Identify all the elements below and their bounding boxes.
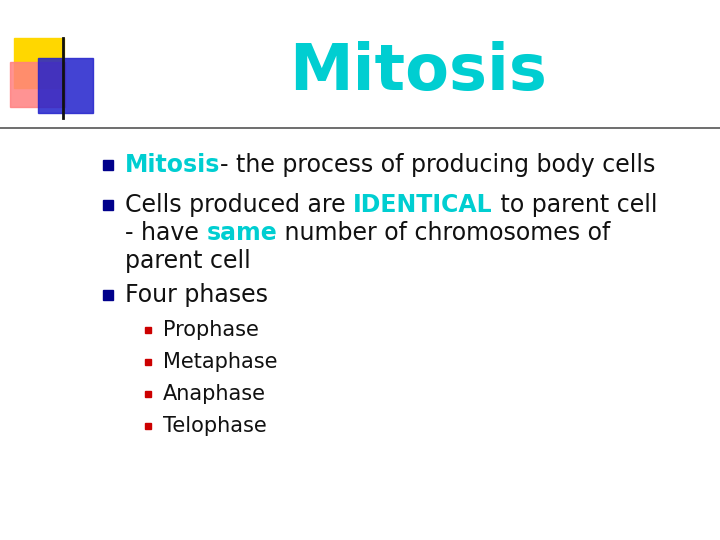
Text: Mitosis: Mitosis [125, 153, 220, 177]
Bar [38, 58, 93, 113]
Text: Anaphase: Anaphase [163, 384, 266, 404]
Text: to parent cell: to parent cell [492, 193, 657, 217]
Text: Telophase: Telophase [163, 416, 266, 436]
Text: same: same [207, 221, 277, 245]
Bar [10, 62, 65, 107]
Text: - the process of producing body cells: - the process of producing body cells [220, 153, 656, 177]
Text: number of chromosomes of: number of chromosomes of [277, 221, 611, 245]
Text: IDENTICAL: IDENTICAL [353, 193, 492, 217]
Text: Metaphase: Metaphase [163, 352, 277, 372]
Text: Mitosis: Mitosis [289, 41, 546, 103]
Text: Prophase: Prophase [163, 320, 259, 340]
Text: Four phases: Four phases [125, 283, 268, 307]
Text: parent cell: parent cell [125, 249, 251, 273]
Bar [14, 38, 64, 88]
Text: Cells produced are: Cells produced are [125, 193, 353, 217]
Text: - have: - have [125, 221, 207, 245]
